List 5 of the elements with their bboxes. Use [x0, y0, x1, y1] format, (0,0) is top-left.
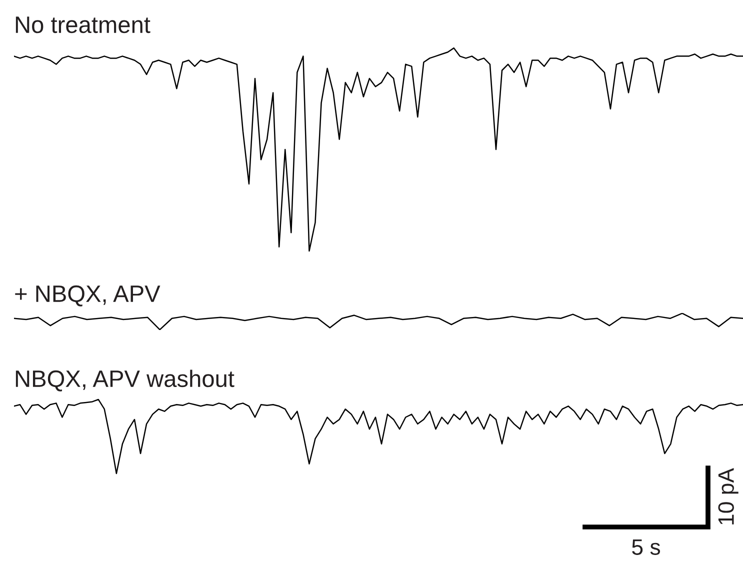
text: 5 s — [632, 539, 660, 555]
chart-title: + NBQX, APV — [15, 285, 160, 306]
annotation: 10 pA — [718, 468, 738, 524]
chart-title: No treatment — [16, 16, 150, 34]
chart-title: NBQX, APV washout — [16, 370, 234, 392]
